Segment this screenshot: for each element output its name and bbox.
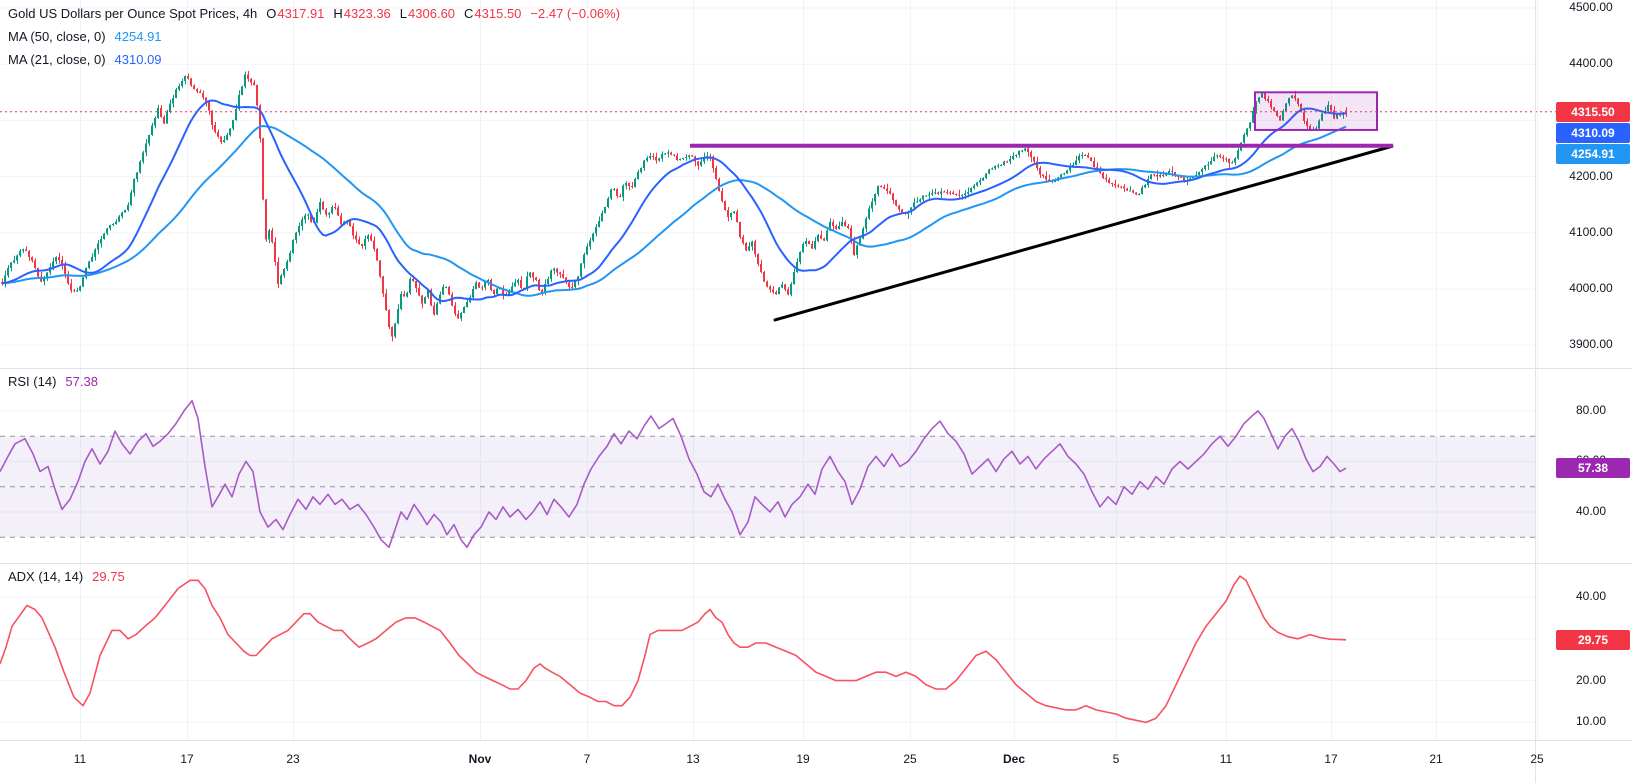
rsi-value-badge: 57.38 — [1556, 458, 1630, 479]
time-axis-label: 23 — [286, 752, 300, 766]
price-axis-label: 4200.00 — [1569, 168, 1613, 183]
rsi-legend-row[interactable]: RSI (14) 57.38 — [8, 374, 98, 389]
price-change: −2.47 (−0.06%) — [530, 6, 621, 21]
adx-axis-label: 10.00 — [1575, 714, 1607, 729]
ma21-legend-row[interactable]: MA (21, close, 0) 4310.09 — [8, 52, 162, 67]
price-axis-label: 3900.00 — [1569, 337, 1613, 352]
time-axis-label: 11 — [73, 752, 87, 766]
ohlc-close: C 4315.50 — [464, 6, 522, 21]
time-axis-label: 13 — [686, 752, 700, 766]
rsi-label: RSI (14) — [8, 374, 57, 389]
time-axis-label: Dec — [1002, 752, 1026, 766]
adx-value-badge: 29.75 — [1556, 629, 1630, 650]
time-axis-label: 5 — [1112, 752, 1120, 766]
ohlc-open: O 4317.91 — [266, 6, 325, 21]
rsi-value: 57.38 — [65, 374, 98, 389]
symbol-title: Gold US Dollars per Ounce Spot Prices, 4… — [8, 6, 258, 21]
time-axis-label: Nov — [468, 752, 492, 766]
price-axis-label: 4000.00 — [1569, 281, 1613, 295]
adx-axis-label: 20.00 — [1575, 672, 1607, 687]
adx-axis-label: 40.00 — [1575, 589, 1607, 603]
ma21-label: MA (21, close, 0) — [8, 52, 106, 67]
price-axis-label: 4400.00 — [1569, 56, 1613, 71]
rsi-axis-label: 80.00 — [1575, 402, 1607, 417]
ma21-value-badge: 4310.09 — [1556, 122, 1630, 143]
ma50-legend-row[interactable]: MA (50, close, 0) 4254.91 — [8, 29, 162, 44]
ma50-value-badge: 4254.91 — [1556, 143, 1630, 164]
time-axis-label: 11 — [1219, 752, 1233, 766]
time-axis-label: 25 — [903, 752, 917, 766]
adx-legend-row[interactable]: ADX (14, 14) 29.75 — [8, 569, 125, 584]
time-axis-label: 17 — [1324, 752, 1338, 766]
time-axis-label: 25 — [1530, 752, 1544, 766]
ohlc-high: H 4323.36 — [333, 6, 391, 21]
adx-label: ADX (14, 14) — [8, 569, 84, 584]
time-axis-label: 7 — [583, 752, 591, 766]
last-price-badge: 4315.50 — [1556, 101, 1630, 122]
ma50-value: 4254.91 — [114, 29, 162, 44]
symbol-legend-row[interactable]: Gold US Dollars per Ounce Spot Prices, 4… — [8, 6, 620, 21]
ma50-label: MA (50, close, 0) — [8, 29, 106, 44]
time-axis-label: 21 — [1429, 752, 1443, 766]
price-axis-label: 4100.00 — [1569, 224, 1613, 239]
ma21-value: 4310.09 — [114, 52, 162, 67]
ohlc-low: L 4306.60 — [399, 6, 456, 21]
time-axis-label: 19 — [796, 752, 810, 766]
price-axis-label: 4500.00 — [1569, 0, 1613, 14]
rsi-axis-label: 40.00 — [1575, 503, 1607, 518]
time-axis[interactable] — [0, 741, 1632, 783]
adx-value: 29.75 — [92, 569, 125, 584]
time-axis-label: 17 — [180, 752, 194, 766]
